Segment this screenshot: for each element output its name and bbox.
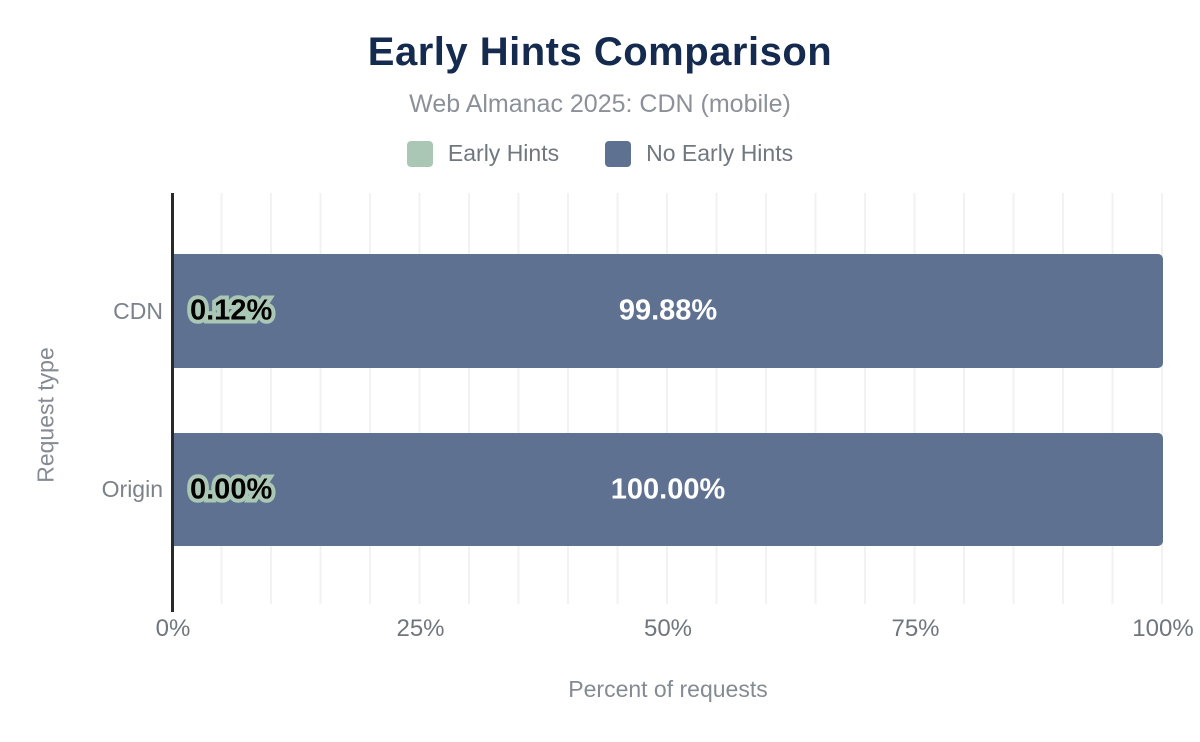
legend-item-no-early-hints[interactable]: No Early Hints	[605, 140, 793, 167]
no-early-hints-swatch-icon	[605, 140, 632, 167]
label-fill: 0.12%	[190, 294, 273, 327]
label-outline: 0.00%	[186, 469, 276, 509]
bar-label-layer: 0.00% 0.00% 100.00%	[173, 433, 1163, 546]
no-early-hints-value-label: 100.00%	[610, 473, 726, 505]
label-fill: 0.00%	[190, 473, 273, 505]
x-axis-tick-label: 50%	[643, 615, 693, 642]
x-axis-tick-label: 0%	[155, 615, 191, 642]
chart-title: Early Hints Comparison	[367, 30, 833, 74]
category-label-cdn: CDN	[113, 298, 163, 324]
y-axis-title: Request type	[32, 347, 59, 483]
early-hints-swatch-icon	[406, 140, 433, 167]
no-early-hints-bar-segment[interactable]	[173, 433, 1163, 546]
early-hints-value-label: 0.00% 0.00%	[186, 469, 276, 509]
bar-row-origin: 0.00% 0.00% 100.00%	[173, 433, 1163, 546]
x-axis-tick-label: 100%	[1132, 615, 1194, 642]
chart-legend: Early Hints No Early Hints	[0, 140, 1200, 167]
bar-row-cdn: 0.12% 0.12% 99.88%	[173, 254, 1163, 368]
category-label-origin: Origin	[101, 476, 163, 502]
label-outline: 0.12%	[186, 291, 276, 331]
x-axis-tick-label: 75%	[891, 615, 940, 642]
x-axis-title: Percent of requests	[568, 676, 768, 702]
legend-label: Early Hints	[447, 140, 560, 166]
early-hints-value-label: 0.12% 0.12%	[186, 291, 276, 331]
bar-label-layer: 0.12% 0.12% 99.88%	[173, 254, 1163, 368]
y-axis-line	[171, 193, 174, 612]
no-early-hints-bar-segment[interactable]	[174, 254, 1163, 368]
x-axis-tick-label: 25%	[396, 615, 445, 642]
legend-item-early-hints[interactable]: Early Hints	[406, 140, 560, 167]
plot-area: 0.12% 0.12% 99.88% 0.00% 0.00% 100.00%	[173, 193, 1163, 604]
legend-label: No Early Hints	[646, 140, 794, 166]
no-early-hints-value-label: 99.88%	[618, 294, 718, 327]
chart-subtitle: Web Almanac 2025: CDN (mobile)	[409, 90, 791, 118]
x-axis-ticks: 0% 25% 50% 75% 100%	[156, 615, 1194, 645]
